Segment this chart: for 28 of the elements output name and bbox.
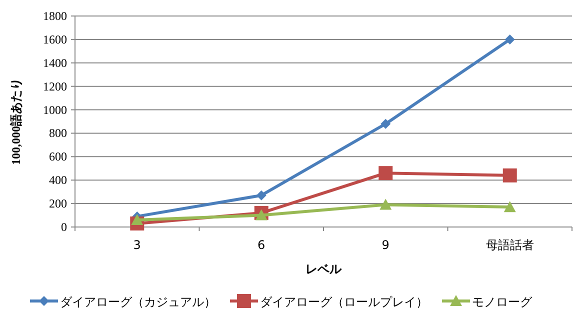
y-tick-label: 600 [49, 150, 67, 164]
y-tick-label: 1200 [43, 79, 67, 94]
y-tick-label: 1600 [43, 32, 67, 46]
y-tick-label: 1400 [43, 56, 67, 70]
y-tick-label: 1800 [43, 9, 67, 23]
y-axis-title: 100,000語あたり [9, 78, 23, 165]
x-tick-label: 3 [133, 238, 141, 252]
x-axis-title: レベル [306, 262, 342, 276]
x-tick-label: 母語話者 [486, 238, 534, 252]
point [380, 198, 392, 210]
point [502, 168, 517, 182]
legend-label: モノローグ [472, 295, 533, 309]
x-tick-label: 9 [382, 238, 390, 252]
y-tick-label: 1000 [43, 102, 67, 117]
y-tick-label: 0 [61, 220, 67, 234]
point [131, 214, 144, 225]
point [256, 190, 266, 200]
point [255, 209, 268, 220]
point [504, 34, 515, 44]
y-tick-label: 800 [49, 126, 67, 140]
point [504, 201, 516, 212]
y-tick-label: 400 [49, 173, 67, 188]
point [380, 118, 391, 129]
point [378, 166, 393, 180]
y-tick-label: 200 [49, 196, 67, 211]
legend-label: ダイアローグ（カジュアル） [60, 295, 216, 309]
legend-label: ダイアローグ（ロールプレイ） [260, 295, 428, 309]
x-tick-label: 6 [258, 238, 266, 252]
